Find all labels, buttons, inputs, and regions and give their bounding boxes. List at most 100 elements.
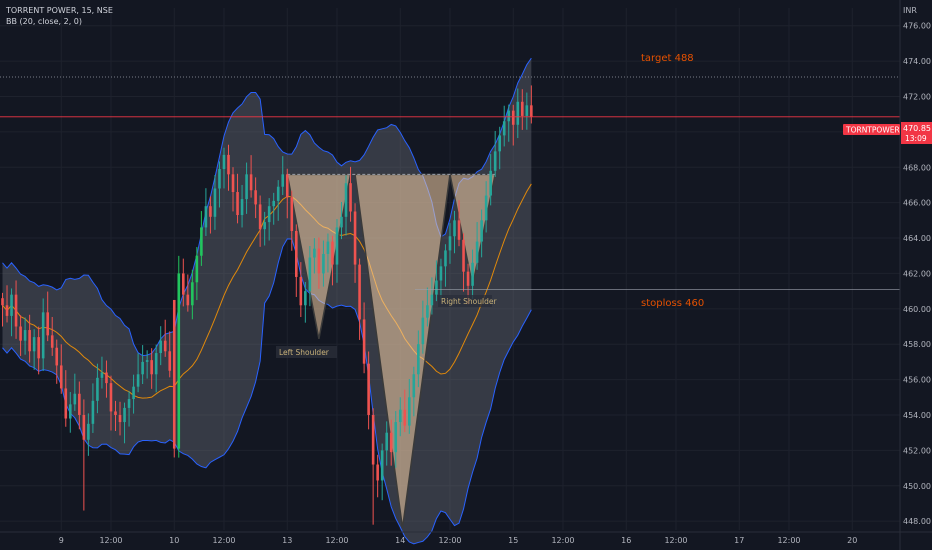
candle-body [272, 200, 275, 207]
annotations: target 488 stoploss 460 Left Shoulder Right… [276, 53, 932, 358]
candle-body [304, 291, 307, 306]
candle-body [1, 298, 4, 306]
candle-body [222, 154, 226, 170]
candle-body [145, 360, 149, 362]
candle-body [109, 383, 113, 412]
candle-body [19, 326, 22, 341]
y-tick-label: 456.00 [903, 376, 931, 385]
x-tick-label: 14 [395, 536, 405, 545]
price-tag-symbol-bg [843, 124, 900, 135]
candle-body [358, 264, 361, 320]
candle-body [398, 409, 402, 423]
candle-body [28, 330, 31, 352]
candle-body [335, 227, 339, 265]
candle-body [453, 220, 456, 237]
candle-body [91, 400, 95, 424]
candle-body [394, 422, 398, 453]
candle-body [150, 360, 153, 375]
x-tick-label: 13 [282, 536, 292, 545]
candle-body [362, 319, 366, 364]
candle-body [480, 220, 483, 242]
candle-body [380, 450, 384, 481]
candle-body [340, 216, 343, 228]
candle-body [32, 337, 36, 352]
x-tick-label: 12:00 [664, 536, 687, 545]
candle-body [236, 192, 239, 216]
time-axis[interactable]: 9 12:00 10 12:00 13 12:00 14 12:00 15 12:00 16 12:0… [0, 531, 932, 545]
candle-body [5, 305, 9, 316]
x-tick-label: 20 [847, 536, 857, 545]
candle-body [353, 211, 357, 265]
price-tag-symbol: TORNTPOWER [845, 126, 900, 135]
currency-label: INR [903, 6, 917, 15]
candle-body [249, 174, 253, 191]
candle-body [87, 423, 90, 440]
candle-body [78, 393, 81, 415]
candle-body [317, 248, 321, 274]
candle-body [313, 248, 316, 258]
price-tag-value: 470.85 [903, 124, 931, 133]
candle-body [195, 255, 199, 283]
x-tick-label: 12:00 [212, 536, 235, 545]
candle-body [385, 432, 388, 451]
candle-body [439, 266, 443, 281]
candle-body [100, 372, 104, 378]
candle-body [118, 414, 122, 423]
candle-body [281, 174, 285, 187]
y-tick-label: 476.00 [903, 22, 931, 31]
candle-body [96, 377, 99, 401]
candle-body [172, 299, 176, 449]
y-tick-label: 450.00 [903, 482, 931, 491]
basis-line [2, 183, 532, 399]
candle-body [177, 273, 181, 449]
price-axis[interactable]: 448.00 450.00 452.00 454.00 456.00 458.00 460.… [899, 0, 931, 550]
symbol-title[interactable]: TORRENT POWER, 15, NSE [6, 6, 113, 15]
right-shoulder-label-bg [438, 295, 492, 307]
candle-body [389, 432, 393, 453]
grid [0, 8, 900, 530]
candle-body [511, 110, 515, 125]
candle-body [489, 170, 492, 196]
horizontal-lines [0, 76, 900, 290]
candle-body [154, 353, 158, 375]
y-tick-label: 464.00 [903, 234, 931, 243]
y-tick-label: 462.00 [903, 269, 931, 278]
candle-body [326, 241, 330, 254]
left-shoulder-label-bg [276, 346, 337, 358]
candle-body [285, 174, 289, 198]
y-tick-label: 452.00 [903, 446, 931, 455]
right-shoulder-label: Right Shoulder [441, 297, 497, 306]
x-tick-label: 12:00 [99, 536, 122, 545]
candle-body [59, 365, 63, 389]
candle-body [159, 340, 162, 354]
candle-body [516, 101, 520, 125]
candle-body [471, 262, 474, 286]
candle-body [521, 101, 524, 116]
candle-body [290, 197, 294, 231]
y-tick-label: 454.00 [903, 411, 931, 420]
candle-body [484, 195, 488, 221]
y-tick-label: 460.00 [903, 305, 931, 314]
x-tick-label: 17 [734, 536, 744, 545]
lower-band-line [2, 238, 532, 545]
candle-body [308, 257, 312, 292]
x-tick-label: 12:00 [551, 536, 574, 545]
candle-body [55, 347, 59, 366]
candle-body [227, 154, 230, 175]
candle-body [426, 305, 429, 318]
candle-body [209, 206, 212, 217]
candle-body [141, 361, 144, 375]
candle-body [344, 183, 348, 217]
candlesticks [1, 85, 533, 525]
candle-body [276, 186, 280, 201]
candle-body [213, 188, 217, 217]
y-tick-label: 448.00 [903, 517, 931, 526]
candle-body [218, 169, 221, 189]
candle-body [408, 397, 411, 426]
indicator-title[interactable]: BB (20, close, 2, 0) [6, 17, 82, 26]
candle-body [417, 344, 420, 375]
x-tick-label: 12:00 [777, 536, 800, 545]
candle-body [127, 399, 131, 408]
